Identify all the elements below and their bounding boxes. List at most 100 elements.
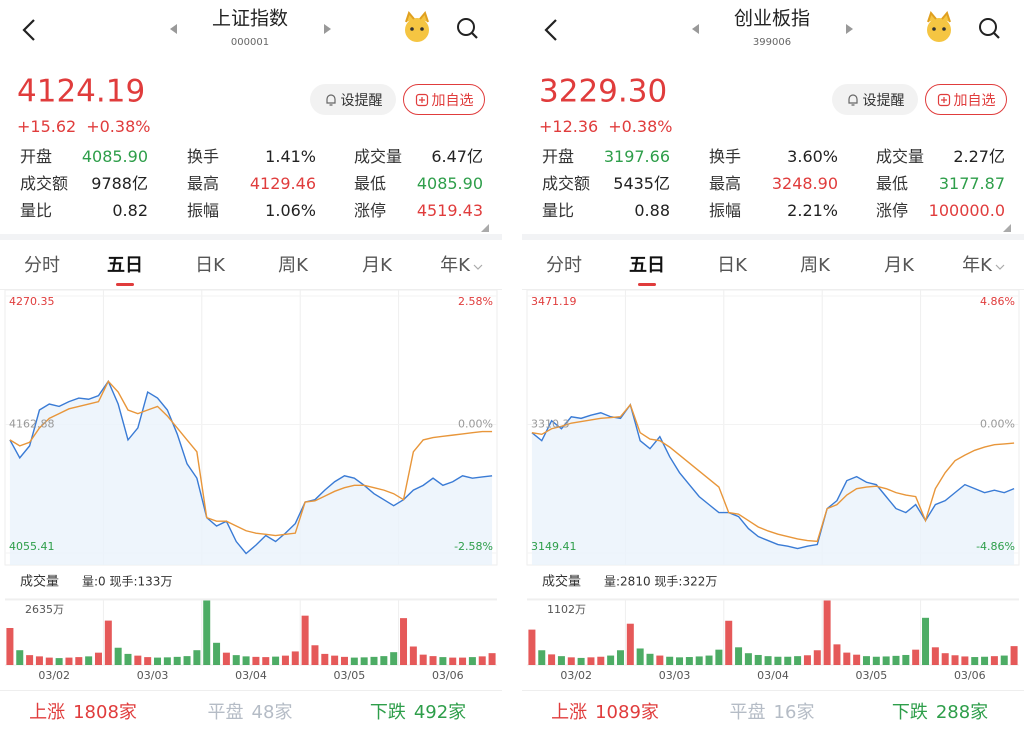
volume-bar — [94, 652, 102, 665]
volume-bar — [183, 656, 191, 665]
button-label: 加自选 — [953, 92, 996, 109]
stat-label: 最低 — [876, 174, 909, 193]
volume-bar — [262, 657, 270, 665]
panel: 上证指数 000001 4124.19 +15.62 +0.38% 设提醒 加自选 开盘 408… — [0, 0, 502, 740]
volume-bar — [705, 655, 713, 665]
breadth-value: 1808家 — [73, 702, 137, 723]
volume-bar — [232, 655, 240, 665]
volume-bar — [360, 657, 368, 665]
stat-label: 量比 — [20, 201, 53, 220]
watchlist-button[interactable]: 加自选 — [403, 84, 485, 115]
bell — [847, 93, 858, 106]
tab[interactable]: 日K — [195, 255, 225, 276]
corner-mark — [481, 224, 489, 232]
volume-bar — [843, 652, 851, 665]
search-icon — [457, 18, 475, 36]
tab[interactable]: 年K — [440, 255, 470, 276]
volume-bar — [981, 656, 989, 665]
next-icon — [324, 24, 331, 34]
button-label: 设提醒 — [340, 92, 383, 109]
x-tick-label: 03/05 — [856, 669, 888, 682]
tab[interactable]: 年K — [962, 255, 992, 276]
breadth-item: 平盘 16家 — [730, 704, 815, 722]
alert-button[interactable]: 设提醒 — [310, 84, 396, 115]
volume-bar — [488, 653, 496, 665]
bottom-border — [0, 690, 502, 691]
chart: 4270.35 4162.88 4055.41 2.58% 0.00% -2.58% 成交量… — [4, 289, 498, 682]
stat-label: 涨停 — [354, 201, 387, 220]
header-icons — [544, 10, 1000, 42]
breadth-value: 492家 — [413, 702, 467, 723]
back-icon — [544, 19, 557, 41]
change-row: +12.36 +0.38% — [539, 119, 672, 135]
stat-value: 5435亿 — [613, 174, 670, 193]
title: 创业板指 — [733, 7, 811, 30]
breadth-value: 48家 — [251, 702, 293, 723]
volume-bar — [922, 617, 930, 665]
volume-bar — [459, 657, 467, 665]
volume-bar — [931, 647, 939, 665]
bell-icon — [325, 93, 336, 106]
tab[interactable]: 五日 — [107, 255, 143, 276]
tab[interactable]: 分时 — [24, 255, 60, 276]
volume-title: 成交量 — [542, 574, 581, 590]
volume-bar — [941, 653, 949, 665]
volume-bar — [971, 657, 979, 665]
volume-bar — [548, 654, 556, 665]
volume-bar — [114, 647, 122, 665]
stat-value: 3248.90 — [771, 174, 838, 193]
volume-bar — [104, 620, 112, 665]
stat-value: 1.06% — [265, 201, 316, 220]
tab[interactable]: 五日 — [629, 255, 665, 276]
volume-bar — [85, 656, 93, 665]
button-label: 加自选 — [431, 92, 474, 109]
tab[interactable]: 日K — [717, 255, 747, 276]
plus — [940, 96, 947, 103]
mascot-eye — [942, 27, 946, 31]
volume-bar — [715, 649, 723, 665]
breadth-value: 16家 — [773, 702, 815, 723]
tab[interactable]: 月K — [884, 255, 914, 276]
stat-value: 4519.43 — [416, 201, 483, 220]
volume-bar — [400, 618, 408, 665]
y-tick-label: 4055.41 — [9, 540, 55, 553]
tab-underline — [116, 283, 134, 286]
x-tick-label: 03/06 — [954, 669, 986, 682]
title: 上证指数 — [211, 7, 289, 30]
volume-bar — [794, 656, 802, 665]
volume-bar — [16, 650, 24, 665]
volume-bar — [695, 656, 703, 665]
pct-tick-label: -4.86% — [976, 540, 1015, 553]
volume-bar — [134, 655, 142, 665]
mascot-eye — [932, 27, 936, 31]
volume-bar — [528, 629, 536, 665]
tab[interactable]: 周K — [278, 255, 308, 276]
volume-bar — [252, 656, 260, 665]
x-tick-label: 03/05 — [334, 669, 366, 682]
watchlist-button[interactable]: 加自选 — [925, 84, 1007, 115]
volume-bar — [350, 657, 358, 665]
tab[interactable]: 月K — [362, 255, 392, 276]
back-icon — [22, 19, 35, 41]
stat-value: 3197.66 — [603, 147, 670, 166]
tab[interactable]: 周K — [800, 255, 830, 276]
volume-bar — [853, 654, 861, 665]
volume-bar — [872, 656, 880, 665]
volume-bar — [961, 656, 969, 665]
stat-value: 3.60% — [787, 147, 838, 166]
x-tick-label: 03/04 — [235, 669, 267, 682]
alert-button[interactable]: 设提醒 — [832, 84, 918, 115]
volume-bar — [685, 657, 693, 665]
x-tick-label: 03/06 — [432, 669, 464, 682]
volume-bar — [744, 653, 752, 665]
plus-icon — [415, 93, 428, 106]
volume-bar — [272, 656, 280, 665]
y-tick-label: 3149.41 — [531, 540, 577, 553]
stat-value: 100000.0 — [928, 201, 1005, 220]
change-pct: +0.38% — [86, 117, 151, 136]
volume-bar — [6, 627, 14, 665]
tab[interactable]: 分时 — [546, 255, 582, 276]
volume-bar — [557, 656, 565, 665]
volume-bar — [301, 615, 309, 665]
breadth-value: 1089家 — [595, 702, 659, 723]
